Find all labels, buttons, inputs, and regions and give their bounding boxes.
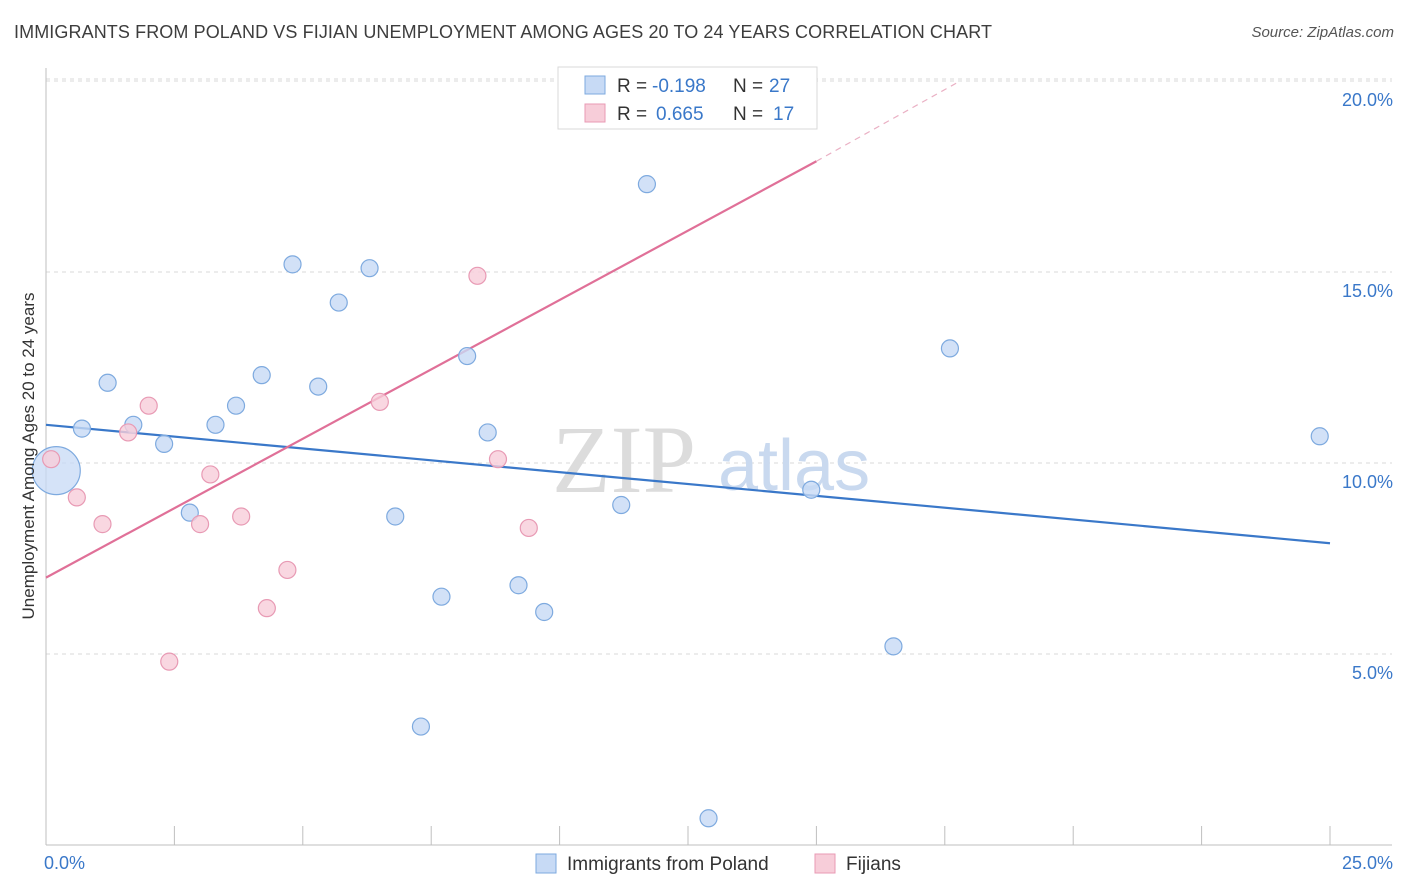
point-poland-17 (478, 423, 497, 442)
watermark-atlas: atlas (718, 426, 870, 506)
legend-r-value-fijians: 0.665 (656, 104, 704, 125)
point-poland-24 (884, 637, 903, 656)
point-poland-8 (252, 366, 271, 385)
legend-r-value-poland: -0.198 (652, 76, 706, 97)
y-tick-label-10: 10.0% (1342, 472, 1393, 492)
point-poland-7 (226, 396, 246, 415)
point-fijians-9 (257, 599, 276, 618)
point-poland-16 (458, 346, 477, 366)
point-poland-1 (72, 419, 92, 438)
legend-n-label-poland: N = (733, 76, 763, 97)
point-poland-4 (155, 434, 174, 453)
trend-line-poland (45, 423, 1331, 545)
trend-lines (45, 80, 1331, 579)
point-fijians-7 (201, 465, 220, 484)
bottom-legend-swatch-poland (535, 853, 557, 874)
point-fijians-0 (42, 450, 61, 469)
chart-title: IMMIGRANTS FROM POLAND VS FIJIAN UNEMPLO… (14, 22, 993, 42)
top-legend: R = -0.198 N = 27 R = 0.665 N = 17 (557, 66, 818, 130)
point-poland-5 (180, 503, 199, 522)
trend-line-fijians (45, 160, 817, 579)
point-poland-13 (386, 507, 405, 526)
point-poland-15 (432, 587, 451, 606)
point-fijians-13 (488, 450, 508, 469)
watermark-zip: ZIP (552, 406, 696, 513)
legend-swatch-poland (584, 75, 606, 95)
y-axis-label: Unemployment Among Ages 20 to 24 years (19, 293, 38, 620)
point-fijians-5 (160, 652, 179, 671)
point-poland-21 (637, 175, 657, 194)
data-points (31, 175, 1329, 828)
point-fijians-12 (468, 266, 487, 285)
point-poland-25 (940, 339, 960, 358)
point-fijians-1 (67, 488, 86, 507)
point-poland-22 (699, 809, 718, 828)
y-tick-label-15: 15.0% (1342, 281, 1393, 301)
point-fijians-11 (370, 392, 389, 411)
legend-r-label-fijians: R = (617, 104, 647, 125)
y-tick-labels: 5.0% 10.0% 15.0% 20.0% (1342, 90, 1393, 683)
bottom-legend-label-fijians: Fijians (846, 854, 901, 875)
legend-n-value-fijians: 17 (773, 104, 794, 125)
point-fijians-6 (190, 515, 210, 534)
y-tick-label-20: 20.0% (1342, 90, 1393, 110)
x-tick-label-min: 0.0% (44, 853, 85, 873)
point-poland-23 (802, 480, 821, 499)
point-fijians-2 (93, 515, 112, 534)
point-fijians-14 (519, 518, 538, 538)
x-tick-label-max: 25.0% (1342, 853, 1393, 873)
trend-line-fijians-extension (816, 80, 961, 162)
point-poland-20 (612, 495, 631, 515)
point-fijians-3 (119, 423, 138, 442)
point-poland-26 (1310, 427, 1329, 446)
point-poland-6 (206, 415, 225, 434)
point-fijians-8 (232, 507, 251, 526)
legend-r-label-poland: R = (617, 76, 647, 97)
point-poland-14 (411, 717, 431, 736)
point-poland-18 (509, 576, 528, 595)
point-poland-12 (360, 259, 379, 278)
legend-n-label-fijians: N = (733, 104, 763, 125)
legend-n-value-poland: 27 (769, 76, 790, 97)
point-poland-2 (98, 373, 117, 392)
x-tick-labels: 0.0% 25.0% (44, 853, 1393, 873)
point-fijians-10 (278, 560, 297, 580)
point-poland-19 (535, 602, 554, 622)
point-poland-11 (329, 293, 348, 312)
bottom-legend-label-poland: Immigrants from Poland (567, 854, 769, 875)
bottom-legend-swatch-fijians (814, 853, 836, 874)
point-poland-10 (309, 377, 328, 396)
point-fijians-4 (139, 396, 158, 415)
legend-swatch-fijians (584, 103, 606, 123)
bottom-legend: Immigrants from Poland Fijians (535, 853, 901, 875)
point-poland-9 (283, 255, 302, 274)
y-tick-label-5: 5.0% (1352, 663, 1393, 683)
grid-lines (46, 78, 1392, 655)
source-label: Source: ZipAtlas.com (1251, 24, 1394, 41)
